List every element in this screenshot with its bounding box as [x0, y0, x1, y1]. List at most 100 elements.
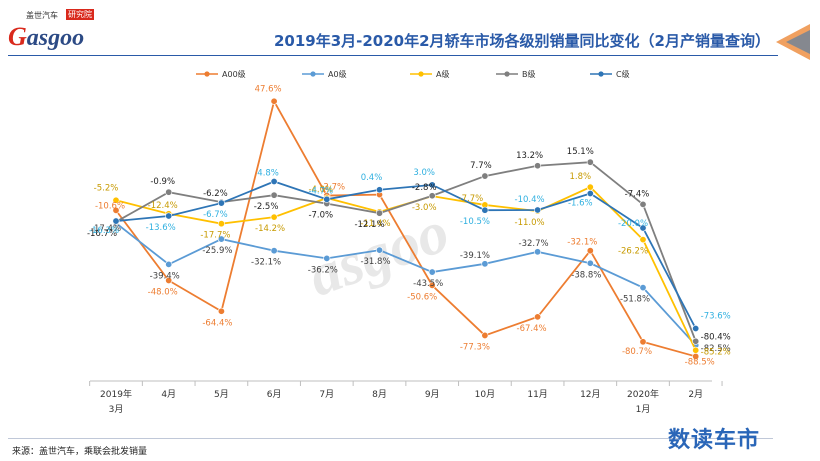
data-label: -32.1% [251, 258, 281, 268]
data-point [428, 281, 436, 289]
data-point [375, 246, 383, 254]
logo-text: Gasgoo [8, 22, 85, 51]
page-title: 2019年3月-2020年2月轿车市场各级别销量同比变化（2月产销量查询） [273, 32, 770, 50]
data-label: -77.3% [460, 342, 490, 352]
data-label: -6.7% [203, 210, 228, 220]
data-label: -32.1% [567, 238, 597, 248]
data-point [586, 259, 594, 267]
data-label: 7.7% [470, 161, 492, 171]
data-point [112, 206, 120, 214]
data-point [534, 206, 542, 214]
data-point [639, 338, 647, 346]
data-label: -12.4% [148, 201, 178, 211]
data-label: -2.5% [254, 202, 279, 212]
data-point [481, 331, 489, 339]
data-point [112, 217, 120, 225]
data-point [270, 247, 278, 255]
data-point [375, 186, 383, 194]
legend-label: A级 [436, 69, 449, 79]
data-label: 47.6% [255, 84, 282, 94]
data-label: -73.6% [701, 312, 731, 322]
x-tick-label: 7月 [319, 389, 334, 400]
data-label: -7.0% [308, 211, 333, 221]
data-label: -82.5% [701, 344, 731, 354]
x-tick-label: 3月 [109, 404, 124, 415]
data-point [112, 196, 120, 204]
x-tick-label: 9月 [425, 389, 440, 400]
x-tick-label: 4月 [161, 389, 176, 400]
data-label: 13.2% [516, 151, 543, 161]
data-point [323, 195, 331, 203]
data-point [534, 248, 542, 256]
data-label: -64.4% [202, 318, 232, 328]
data-label: -51.8% [620, 295, 650, 305]
data-label: -16.7% [87, 229, 117, 239]
data-label: -36.2% [308, 265, 338, 275]
data-point [270, 178, 278, 186]
data-point [428, 192, 436, 200]
data-label: -88.5% [685, 357, 715, 367]
data-point [270, 191, 278, 199]
data-label: -26.2% [618, 247, 648, 257]
data-label: -80.4% [701, 332, 731, 342]
data-label: -85.2% [701, 347, 731, 357]
data-point [165, 260, 173, 268]
data-label: -4.0% [308, 185, 333, 195]
data-point [217, 235, 225, 243]
data-point [165, 188, 173, 196]
data-label: -1.6% [568, 199, 593, 209]
x-tick-label: 8月 [372, 389, 387, 400]
data-point [217, 307, 225, 315]
data-label: -43.5% [413, 279, 443, 289]
x-tick-label: 2019年 [100, 388, 132, 400]
data-label: -31.8% [360, 257, 390, 267]
data-point [692, 337, 700, 345]
data-point [586, 183, 594, 191]
data-label: -50.6% [407, 292, 437, 302]
data-label: 0.4% [361, 173, 383, 183]
data-point [692, 324, 700, 332]
data-point [586, 247, 594, 255]
data-label: -14.2% [255, 224, 285, 234]
data-label: -17.7% [200, 231, 230, 241]
logo-badge: 研究院 [66, 9, 94, 20]
data-point [639, 236, 647, 244]
legend-label: B级 [522, 69, 536, 79]
data-label: -39.1% [460, 251, 490, 261]
header: 盖世汽车 研究院 Gasgoo 2019年3月-2020年2月轿车市场各级别销量… [0, 0, 820, 60]
data-label: -48.0% [148, 288, 178, 298]
data-point [428, 268, 436, 276]
x-tick-label: 5月 [214, 389, 229, 400]
series-line [115, 222, 697, 346]
data-label: -12.1% [354, 220, 384, 230]
data-label: -3.0% [412, 203, 437, 213]
data-label: 15.1% [567, 147, 594, 157]
data-point [481, 206, 489, 214]
legend-marker [504, 71, 510, 77]
data-point [375, 209, 383, 217]
data-point [586, 158, 594, 166]
data-label: -2.7% [320, 183, 345, 193]
footer-divider [8, 438, 773, 439]
data-label: 4.8% [257, 169, 279, 179]
x-tick-label: 6月 [267, 389, 282, 400]
data-point [692, 346, 700, 354]
series-line [115, 180, 697, 329]
series-line [115, 98, 696, 358]
data-label: -7.4% [625, 189, 650, 199]
data-point [534, 162, 542, 170]
logo-tagline: 盖世汽车 [26, 11, 58, 20]
data-label: -11.4% [360, 219, 390, 229]
data-point [270, 213, 278, 221]
data-label: -39.4% [150, 271, 180, 281]
data-label: -38.8% [571, 270, 601, 280]
x-tick-label: 12月 [580, 389, 600, 400]
corner-arrow-icon [776, 24, 810, 60]
title-underline [8, 55, 778, 56]
data-label: -67.4% [517, 324, 547, 334]
legend-label: C级 [616, 69, 630, 79]
data-label: -2.8% [412, 183, 437, 193]
source-note: 来源：盖世汽车，乘联会批发销量 [12, 447, 148, 457]
data-label: -0.9% [150, 177, 175, 187]
